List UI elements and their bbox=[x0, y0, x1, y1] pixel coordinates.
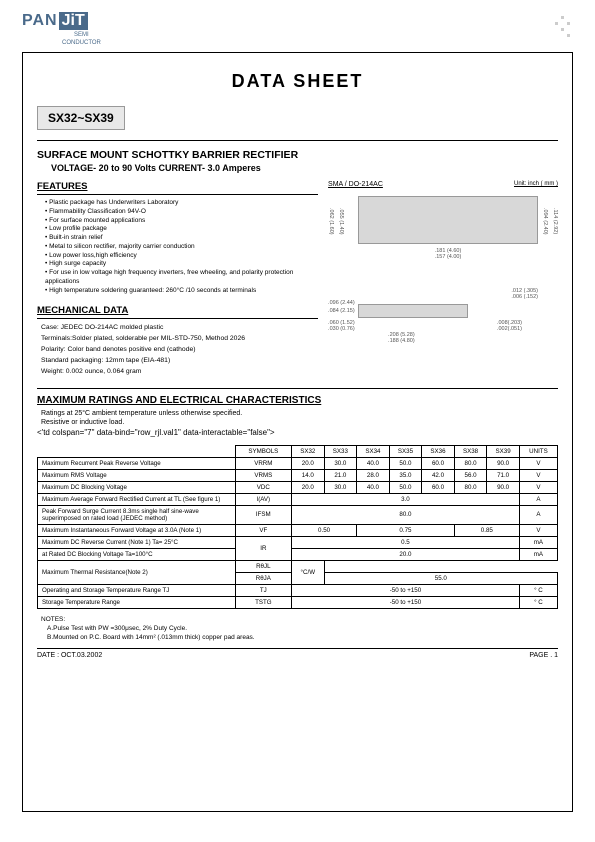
ratings-table: SYMBOLS SX32 SX33 SX34 SX35 SX36 SX38 SX… bbox=[37, 445, 558, 609]
table-row: at Rated DC Blocking Voltage Ta=100°C20.… bbox=[38, 548, 558, 560]
package-side-view: .012 (.305) .006 (.152) .096 (2.44) .084… bbox=[328, 296, 558, 336]
ratings-note: Resistive or inductive load. bbox=[37, 419, 558, 426]
dim: .006 (.152) bbox=[511, 294, 538, 300]
dim: .084 (2.15) bbox=[328, 308, 355, 314]
part-number-box: SX32~SX39 bbox=[37, 106, 125, 130]
dim: .062 (1.60) bbox=[328, 208, 334, 235]
features-list: Plastic package has Underwriters Laborat… bbox=[37, 199, 318, 295]
table-row: Maximum Average Forward Rectified Curren… bbox=[38, 493, 558, 505]
decorative-dots-icon bbox=[543, 12, 573, 42]
note-line: B.Mounted on P.C. Board with 14mm² (.013… bbox=[41, 633, 558, 642]
feature-item: Metal to silicon rectifier, majority car… bbox=[45, 243, 318, 252]
table-row: Maximum DC Reverse Current (Note 1) Ta= … bbox=[38, 536, 558, 548]
col-part: SX38 bbox=[454, 445, 487, 457]
col-part: SX34 bbox=[357, 445, 390, 457]
mech-line: Standard packaging: 12mm tape (EIA-481) bbox=[41, 356, 318, 367]
logo-text-jit: JiT bbox=[59, 12, 88, 30]
logo-text-pan: PAN bbox=[22, 12, 58, 30]
feature-item: High temperature soldering guaranteed: 2… bbox=[45, 287, 318, 296]
feature-item: High surge capacity bbox=[45, 260, 318, 269]
mech-line: Weight: 0.002 ounce, 0.064 gram bbox=[41, 367, 318, 378]
features-title: FEATURES bbox=[37, 181, 318, 195]
product-subhead: VOLTAGE- 20 to 90 Volts CURRENT- 3.0 Amp… bbox=[51, 163, 558, 173]
table-row: Maximum DC Blocking VoltageVDC20.030.040… bbox=[38, 481, 558, 493]
feature-item: Low power loss,high efficiency bbox=[45, 252, 318, 261]
dim: .094 (2.40) bbox=[542, 208, 548, 235]
header-row: PAN JiT SEMI CONDUCTOR bbox=[22, 12, 573, 46]
feature-item: Built-in strain relief bbox=[45, 234, 318, 243]
logo-sub2: CONDUCTOR bbox=[62, 40, 101, 46]
col-units: UNITS bbox=[519, 445, 557, 457]
mech-line: Terminals:Solder plated, solderable per … bbox=[41, 334, 318, 345]
col-part: SX32 bbox=[292, 445, 325, 457]
feature-item: Plastic package has Underwriters Laborat… bbox=[45, 199, 318, 208]
ratings-title: MAXIMUM RATINGS AND ELECTRICAL CHARACTER… bbox=[37, 395, 558, 406]
col-part: SX35 bbox=[389, 445, 422, 457]
dim: .114 (2.92) bbox=[552, 208, 558, 234]
mech-line: Polarity: Color band denotes positive en… bbox=[41, 345, 318, 356]
table-row: Storage Temperature RangeTSTG-50 to +150… bbox=[38, 596, 558, 608]
feature-item: Flammability Classification 94V-O bbox=[45, 208, 318, 217]
table-header-row: SYMBOLS SX32 SX33 SX34 SX35 SX36 SX38 SX… bbox=[38, 445, 558, 457]
package-drawing: SMA / DO-214AC Unit: inch ( mm ) .181 (4… bbox=[328, 181, 558, 378]
content-frame: DATA SHEET SX32~SX39 SURFACE MOUNT SCHOT… bbox=[22, 52, 573, 812]
package-unit: Unit: inch ( mm ) bbox=[514, 181, 558, 188]
table-row: Maximum Instantaneous Forward Voltage at… bbox=[38, 524, 558, 536]
table-row: Maximum RMS VoltageVRMS14.021.028.035.04… bbox=[38, 469, 558, 481]
col-part: SX33 bbox=[324, 445, 357, 457]
product-headline: SURFACE MOUNT SCHOTTKY BARRIER RECTIFIER bbox=[37, 149, 558, 161]
mechanical-data: Case: JEDEC DO-214AC molded plastic Term… bbox=[37, 323, 318, 377]
col-part: SX36 bbox=[422, 445, 455, 457]
footer-date: DATE : OCT.03.2002 bbox=[37, 652, 102, 659]
package-top-view bbox=[358, 196, 538, 244]
notes-title: NOTES: bbox=[41, 615, 558, 624]
dim: .188 (4.80) bbox=[388, 338, 415, 344]
dim: .002(.051) bbox=[497, 326, 522, 332]
dim: .096 (2.44) bbox=[328, 300, 355, 306]
table-row: Maximum Recurrent Peak Reverse VoltageVR… bbox=[38, 457, 558, 469]
ratings-note: Ratings at 25°C ambient temperature unle… bbox=[37, 410, 558, 417]
table-row: Peak Forward Surge Current 8.3ms single … bbox=[38, 505, 558, 524]
document-title: DATA SHEET bbox=[37, 71, 558, 92]
logo-sub1: SEMI bbox=[74, 32, 101, 38]
col-part: SX39 bbox=[487, 445, 520, 457]
logo-block: PAN JiT SEMI CONDUCTOR bbox=[22, 12, 101, 46]
table-row: Operating and Storage Temperature Range … bbox=[38, 584, 558, 596]
mechanical-title: MECHANICAL DATA bbox=[37, 305, 318, 319]
mech-line: Case: JEDEC DO-214AC molded plastic bbox=[41, 323, 318, 334]
feature-item: For use in low voltage high frequency in… bbox=[45, 269, 318, 287]
notes-block: NOTES: A.Pulse Test with PW =300μsec, 2%… bbox=[37, 615, 558, 642]
package-name: SMA / DO-214AC bbox=[328, 181, 383, 188]
page-footer: DATE : OCT.03.2002 PAGE . 1 bbox=[37, 648, 558, 659]
feature-item: For surface mounted applications bbox=[45, 217, 318, 226]
dim: .055 (1.40) bbox=[338, 208, 344, 235]
feature-item: Low profile package bbox=[45, 225, 318, 234]
dim: .030 (0.76) bbox=[328, 326, 355, 332]
col-symbols: SYMBOLS bbox=[235, 445, 291, 457]
table-row: Maximum Thermal Resistance(Note 2)RθJL°C… bbox=[38, 560, 558, 572]
dim: .157 (4.00) bbox=[358, 254, 538, 260]
footer-page: PAGE . 1 bbox=[529, 652, 558, 659]
note-line: A.Pulse Test with PW =300μsec, 2% Duty C… bbox=[41, 624, 558, 633]
